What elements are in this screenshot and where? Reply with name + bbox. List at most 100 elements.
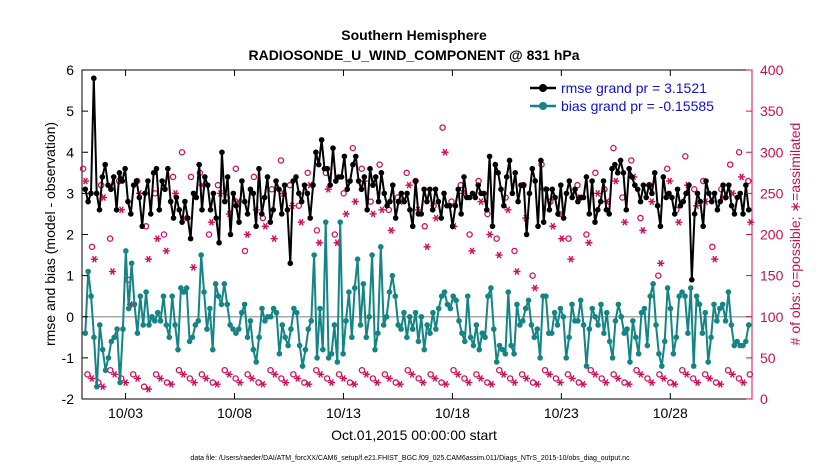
- bias-point: [349, 334, 355, 341]
- bias-point: [687, 285, 694, 291]
- obs-assimilated-marker: [705, 374, 714, 382]
- obs-star-stroke: [586, 239, 592, 247]
- obs-star-stroke: [272, 370, 278, 378]
- rmse-point: [552, 194, 558, 201]
- obs-possible-marker: [340, 190, 347, 197]
- bias-point: [94, 383, 100, 390]
- bias-point: [398, 326, 404, 332]
- obs-assimilated-marker: [144, 255, 153, 263]
- obs-star-stroke: [110, 268, 115, 275]
- obs-possible-marker: [250, 173, 258, 181]
- bias-point: [218, 301, 225, 308]
- obs-star-stroke: [334, 239, 340, 247]
- obs-star-stroke: [397, 380, 403, 388]
- rmse-point: [165, 165, 171, 172]
- obs-star-stroke: [729, 370, 735, 378]
- obs-star-stroke: [306, 380, 312, 388]
- bias-point: [438, 293, 445, 299]
- obs-assimilated-marker: [378, 206, 386, 214]
- bias-point: [372, 346, 378, 353]
- rmse-point: [284, 207, 291, 213]
- obs-possible-marker: [331, 231, 338, 238]
- obs-assimilated-marker: [625, 380, 633, 388]
- rmse-point: [449, 223, 456, 230]
- obs-possible-marker: [564, 371, 572, 378]
- rmse-point: [580, 194, 587, 201]
- obs-possible-marker: [160, 231, 168, 238]
- bias-point: [198, 252, 204, 258]
- obs-star-stroke: [718, 380, 723, 388]
- left-tick-label: 0: [66, 309, 74, 325]
- rmse-point: [341, 153, 348, 160]
- rmse-point: [523, 231, 530, 238]
- rmse-point: [483, 207, 490, 213]
- rmse-point: [583, 174, 590, 180]
- bias-point: [705, 359, 711, 365]
- bias-point: [574, 318, 581, 324]
- rmse-point: [267, 219, 274, 225]
- rmse-point: [663, 194, 669, 201]
- obs-star-stroke: [667, 177, 673, 185]
- rmse-point: [669, 194, 675, 201]
- rmse-point: [273, 178, 279, 184]
- obs-possible-marker: [427, 371, 434, 378]
- rmse-point: [384, 202, 390, 209]
- rmse-point: [734, 194, 741, 201]
- bias-point: [488, 285, 494, 291]
- right-tick-label: 300: [760, 144, 784, 160]
- rmse-point: [147, 211, 154, 217]
- bias-point: [102, 367, 109, 374]
- rmse-point: [230, 190, 237, 197]
- obs-star-stroke: [262, 222, 268, 230]
- rmse-point: [412, 178, 419, 184]
- right-tick-label: 250: [760, 185, 784, 201]
- bias-point: [745, 322, 752, 328]
- rmse-point: [139, 223, 146, 230]
- bias-point: [262, 318, 268, 324]
- bias-point: [589, 305, 596, 312]
- rmse-point: [549, 186, 556, 193]
- obs-possible-marker: [169, 173, 177, 181]
- rmse-point: [743, 182, 749, 188]
- bias-point: [377, 244, 384, 250]
- rmse-point: [170, 215, 177, 221]
- bias-point: [383, 313, 390, 320]
- rmse-point: [389, 182, 396, 188]
- bias-point: [435, 305, 442, 312]
- rmse-point: [666, 190, 672, 197]
- obs-possible-marker: [574, 181, 581, 189]
- obs-assimilated-marker: [108, 268, 117, 275]
- bias-point: [621, 330, 627, 337]
- y-axis-label: rmse and bias (model - observation): [42, 122, 58, 346]
- bias-point: [711, 301, 717, 308]
- obs-assimilated-marker: [261, 222, 269, 230]
- obs-assimilated-marker: [648, 198, 656, 206]
- obs-star-stroke: [386, 374, 392, 382]
- rmse-point: [409, 223, 416, 230]
- obs-possible-marker: [278, 375, 285, 382]
- bias-point: [253, 359, 260, 365]
- obs-star-stroke: [203, 374, 209, 382]
- obs-possible-marker: [461, 375, 468, 382]
- bias-point: [557, 305, 564, 312]
- bias-point: [186, 338, 193, 345]
- obs-assimilated-marker: [486, 231, 494, 238]
- rmse-point: [239, 178, 245, 184]
- right-tick-label: 100: [760, 309, 784, 325]
- rmse-point: [395, 198, 402, 205]
- rmse-point: [347, 178, 353, 184]
- obs-assimilated-marker: [693, 379, 702, 387]
- rmse-point: [179, 219, 185, 225]
- bias-point: [644, 342, 651, 349]
- bias-point: [209, 346, 216, 353]
- rmse-point: [515, 198, 521, 205]
- bias-point: [409, 326, 416, 332]
- obs-star-stroke: [695, 379, 700, 387]
- rmse-point: [697, 198, 704, 205]
- obs-star-stroke: [672, 380, 678, 388]
- rmse-point: [196, 161, 202, 168]
- obs-possible-marker: [404, 366, 411, 374]
- obs-star-stroke: [730, 189, 736, 197]
- rmse-point: [278, 211, 285, 217]
- obs-possible-marker: [529, 272, 536, 279]
